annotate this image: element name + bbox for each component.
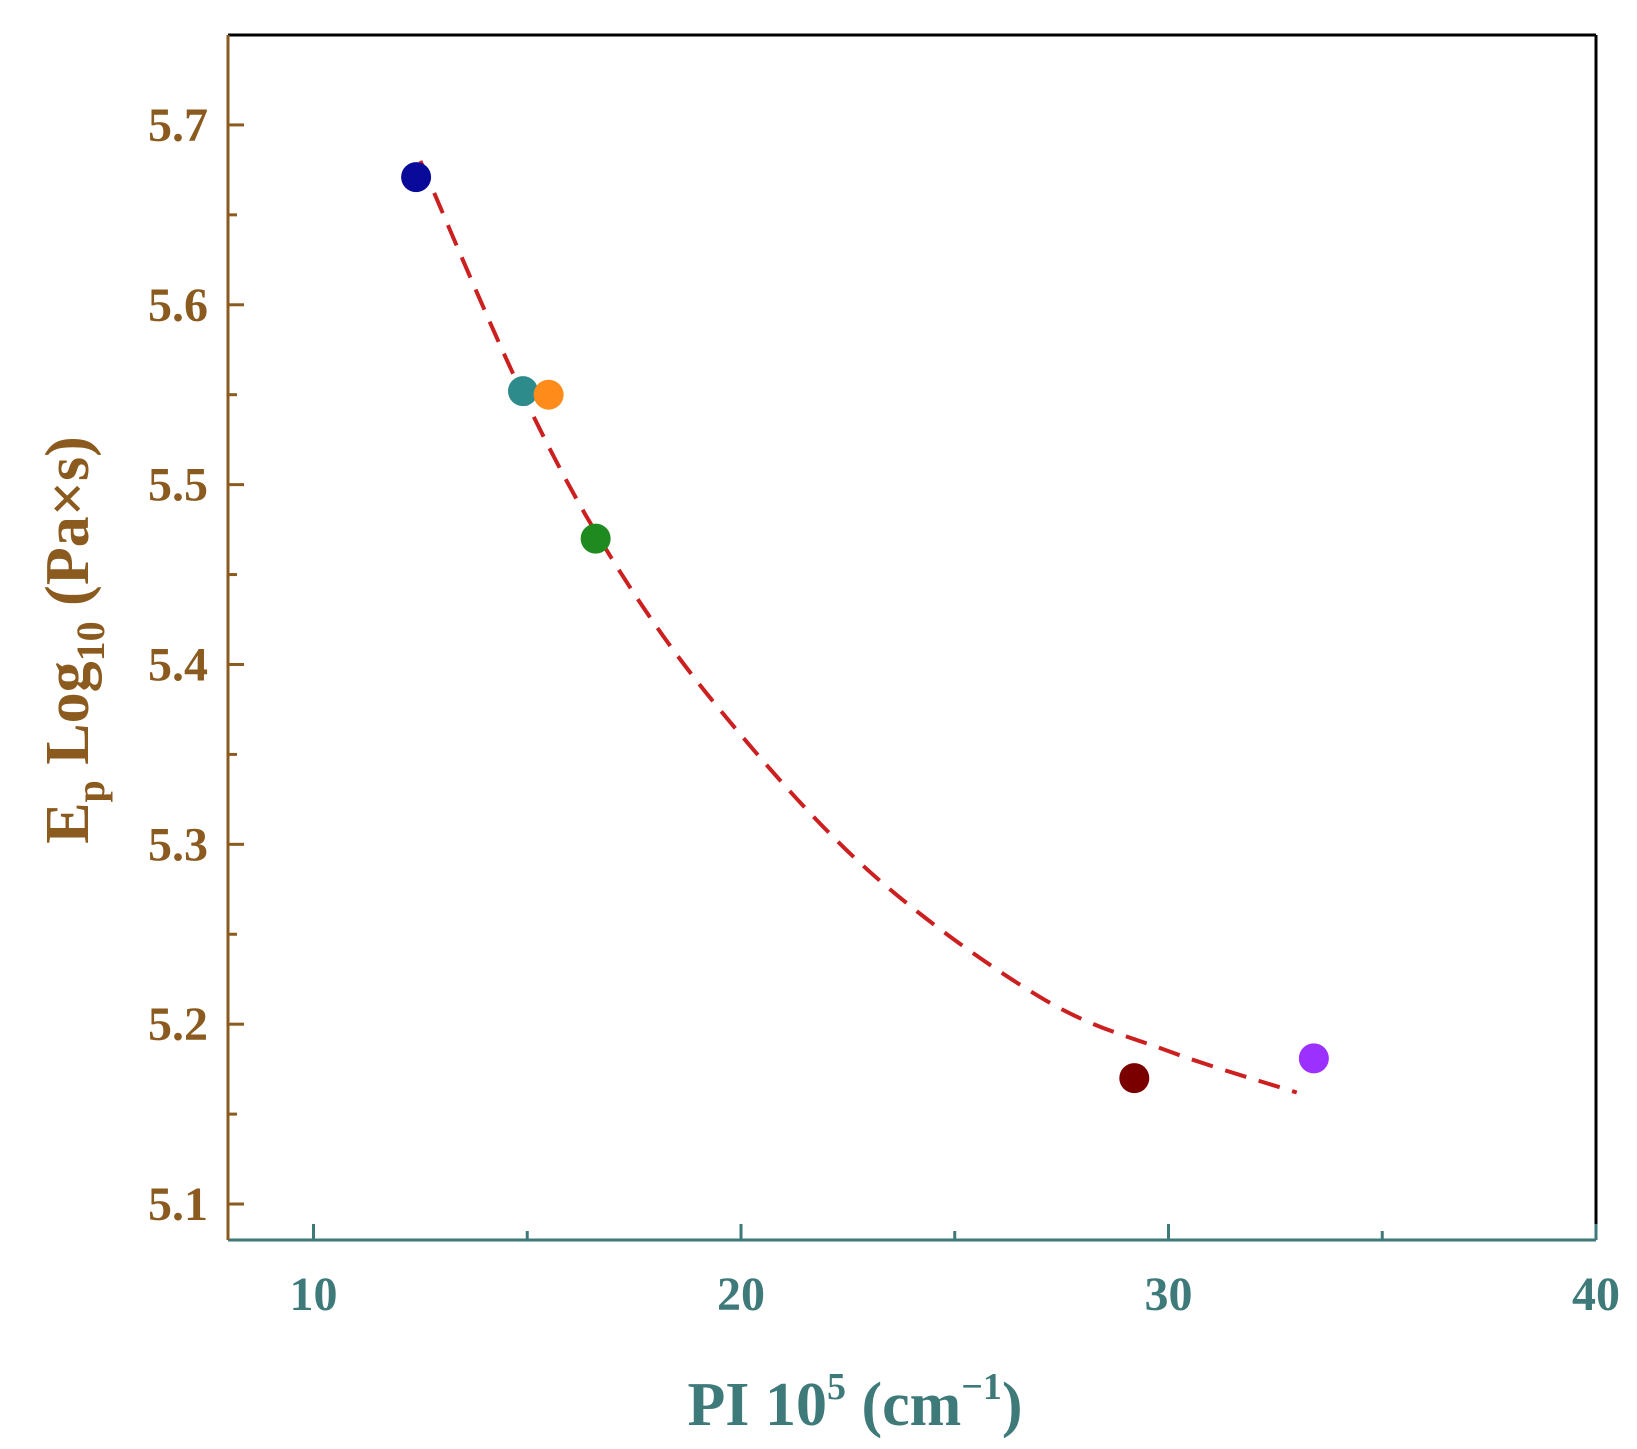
- plot-frame: [228, 33, 1598, 1240]
- y-tick-label: 5.1: [148, 1178, 208, 1231]
- x-tick-label: 30: [1145, 1268, 1193, 1321]
- x-axis-title-unit-sup: −1: [961, 1366, 1002, 1408]
- fit-curve-group: [418, 160, 1298, 1095]
- y-axis: 5.1 5.2 5.3 5.4 5.5 5.6 5.7: [148, 35, 244, 1240]
- y-axis-title-prefix: E: [34, 802, 102, 843]
- data-points: [401, 162, 1329, 1094]
- y-tick-label: 5.4: [148, 638, 208, 691]
- y-axis-title-middle: Log: [34, 661, 102, 780]
- y-tick-label: 5.7: [148, 99, 208, 152]
- data-point: [533, 379, 564, 410]
- y-tick-label: 5.2: [148, 998, 208, 1051]
- x-tick-label: 10: [290, 1268, 338, 1321]
- x-axis-title-prefix: PI 10: [687, 1371, 827, 1439]
- data-point: [1119, 1063, 1150, 1094]
- x-axis-title-unit-open: (cm: [846, 1371, 961, 1439]
- x-tick-label: 20: [717, 1268, 765, 1321]
- x-tick-label: 40: [1572, 1268, 1620, 1321]
- y-axis-title-sub2: 10: [68, 621, 113, 661]
- data-point: [1298, 1043, 1329, 1074]
- data-point: [507, 376, 538, 407]
- data-point: [580, 523, 611, 554]
- data-point: [401, 162, 432, 193]
- x-axis-title-unit-close: ): [1002, 1371, 1023, 1439]
- y-tick-label: 5.5: [148, 459, 208, 512]
- x-axis-title-sup: 5: [827, 1366, 846, 1408]
- y-axis-title: Ep Log10 (Pa×s): [34, 436, 113, 844]
- fit-curve: [418, 160, 1298, 1095]
- x-axis-title: PI 105 (cm−1): [687, 1366, 1022, 1439]
- y-tick-label: 5.6: [148, 279, 208, 332]
- y-tick-label: 5.3: [148, 818, 208, 871]
- x-axis: 10 20 30 40: [228, 1224, 1620, 1321]
- y-axis-title-suffix: (Pa×s): [34, 436, 102, 621]
- y-axis-title-sub1: p: [68, 780, 113, 802]
